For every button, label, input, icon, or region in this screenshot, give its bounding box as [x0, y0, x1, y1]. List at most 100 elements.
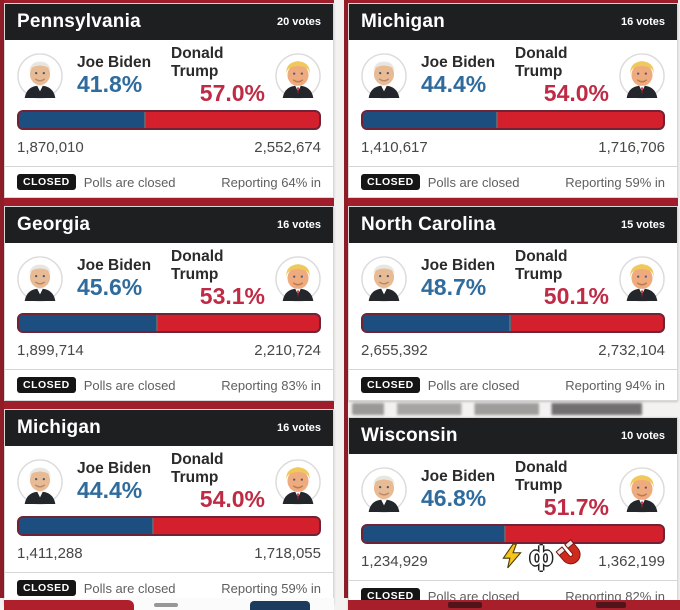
- trump-name: Donald Trump: [171, 451, 224, 487]
- biden-avatar: [361, 256, 407, 302]
- state-card-pennsylvania: Pennsylvania 20 votes Joe Biden 41.8% Do…: [4, 3, 334, 198]
- candidates-row: Joe Biden 45.6% Donald Trump 53.1%: [17, 248, 321, 309]
- clipped-red-bar: [4, 600, 134, 610]
- trump-percent: 54.0%: [199, 486, 265, 513]
- clipped-next-row: [4, 598, 334, 610]
- card-footer: CLOSED Polls are closed Reporting 94% in: [349, 369, 677, 400]
- clipped-navy-shape: [250, 601, 310, 610]
- electoral-votes: 16 votes: [276, 219, 321, 231]
- biden-name: Joe Biden: [421, 257, 496, 275]
- biden-avatar: [17, 256, 63, 302]
- electoral-votes: 20 votes: [276, 16, 321, 28]
- electoral-votes: 16 votes: [620, 16, 665, 28]
- candidates-row: Joe Biden 44.4% Donald Trump 54.0%: [361, 45, 665, 106]
- trump-percent: 50.1%: [543, 283, 609, 310]
- biden-avatar: [361, 467, 407, 513]
- biden-vote-count: 1,234,929: [361, 553, 428, 570]
- trump-percent: 51.7%: [543, 494, 609, 521]
- state-name: North Carolina: [361, 214, 496, 235]
- biden-name: Joe Biden: [77, 54, 152, 72]
- trump-vote-count: 1,716,706: [598, 139, 665, 156]
- compression-artifact-smudge: [352, 403, 674, 415]
- biden-name: Joe Biden: [421, 468, 496, 486]
- card-body: Joe Biden 48.7% Donald Trump 50.1% 2,655…: [349, 243, 677, 369]
- card-body: Joe Biden 44.4% Donald Trump 54.0% 1,410…: [349, 40, 677, 166]
- state-name: Georgia: [17, 214, 91, 235]
- trump-percent: 57.0%: [199, 80, 265, 107]
- results-bar: [361, 110, 665, 130]
- card-body: Joe Biden 45.6% Donald Trump 53.1% 1,899…: [5, 243, 333, 369]
- row-separator: [348, 198, 678, 206]
- biden-percent: 44.4%: [421, 71, 487, 98]
- biden-column: Joe Biden 41.8%: [77, 54, 171, 97]
- maroon-edge-strip: [0, 0, 4, 598]
- card-body: Joe Biden 41.8% Donald Trump 57.0% 1,870…: [5, 40, 333, 166]
- biden-name: Joe Biden: [421, 54, 496, 72]
- trump-avatar: [275, 256, 321, 302]
- closed-badge: CLOSED: [17, 174, 76, 190]
- results-bar: [361, 313, 665, 333]
- biden-bar-segment: [19, 315, 158, 331]
- biden-percent: 45.6%: [77, 274, 143, 301]
- vote-counts-row: 1,870,010 2,552,674: [17, 137, 321, 162]
- trump-vote-count: 1,718,055: [254, 545, 321, 562]
- state-name: Wisconsin: [361, 425, 458, 446]
- biden-vote-count: 1,411,288: [17, 545, 83, 562]
- polls-closed-text: Polls are closed: [427, 377, 520, 393]
- biden-vote-count: 1,870,010: [17, 139, 84, 156]
- vote-counts-row: 2,655,392 2,732,104: [361, 340, 665, 365]
- polls-closed-text: Polls are closed: [83, 580, 176, 596]
- clipped-text-fragment: [596, 602, 626, 608]
- vote-counts-row: 1,234,929 ф 1,362,199: [361, 551, 665, 576]
- candidates-row: Joe Biden 44.4% Donald Trump 54.0%: [17, 451, 321, 512]
- biden-avatar: [17, 459, 63, 505]
- card-header: North Carolina 15 votes: [349, 207, 677, 243]
- row-separator: [4, 198, 334, 206]
- biden-bar-segment: [363, 112, 499, 128]
- trump-avatar: [619, 53, 665, 99]
- trump-name: Donald Trump: [171, 248, 224, 284]
- vote-counts-row: 1,899,714 2,210,724: [17, 340, 321, 365]
- biden-column: Joe Biden 44.4%: [77, 460, 171, 503]
- card-footer: CLOSED Polls are closed Reporting 59% in: [5, 572, 333, 603]
- trump-vote-count: 2,210,724: [254, 342, 321, 359]
- vote-counts-row: 1,411,288 1,718,055: [17, 543, 321, 568]
- reporting-text: Reporting 64% in: [221, 174, 321, 190]
- card-header: Georgia 16 votes: [5, 207, 333, 243]
- biden-percent: 41.8%: [77, 71, 143, 98]
- trump-vote-count: 1,362,199: [598, 553, 665, 570]
- biden-bar-segment: [363, 315, 511, 331]
- trump-name: Donald Trump: [515, 459, 568, 495]
- biden-bar-segment: [363, 526, 506, 542]
- biden-name: Joe Biden: [77, 460, 152, 478]
- trump-column: Donald Trump 54.0%: [171, 451, 265, 512]
- closed-badge: CLOSED: [361, 377, 420, 393]
- biden-column: Joe Biden 44.4%: [421, 54, 515, 97]
- trump-name: Donald Trump: [171, 45, 224, 81]
- polls-closed-text: Polls are closed: [83, 377, 176, 393]
- trump-column: Donald Trump 51.7%: [515, 459, 609, 520]
- candidates-row: Joe Biden 41.8% Donald Trump 57.0%: [17, 45, 321, 107]
- maroon-edge-strip: [344, 0, 348, 598]
- biden-bar-segment: [19, 112, 146, 128]
- reporting-text: Reporting 82% in: [565, 588, 665, 604]
- trump-column: Donald Trump 54.0%: [515, 45, 609, 106]
- row-separator: [4, 401, 334, 409]
- results-column-left: Pennsylvania 20 votes Joe Biden 41.8% Do…: [4, 0, 334, 604]
- results-bar: [17, 516, 321, 536]
- biden-vote-count: 1,410,617: [361, 139, 428, 156]
- state-card-michigan-1: Michigan 16 votes Joe Biden 44.4% Donald…: [348, 3, 678, 198]
- closed-badge: CLOSED: [17, 377, 76, 393]
- trump-name: Donald Trump: [515, 45, 568, 81]
- top-accent-line: [348, 0, 678, 3]
- polls-closed-text: Polls are closed: [427, 588, 520, 604]
- electoral-votes: 15 votes: [620, 219, 665, 231]
- biden-name: Joe Biden: [77, 257, 152, 275]
- trump-percent: 54.0%: [543, 80, 609, 107]
- trump-column: Donald Trump 50.1%: [515, 248, 609, 309]
- biden-avatar: [17, 53, 63, 99]
- clipped-text-fragment: [154, 603, 178, 607]
- reporting-text: Reporting 59% in: [565, 174, 665, 190]
- channel-watermark: ф: [499, 539, 587, 573]
- reporting-text: Reporting 83% in: [221, 377, 321, 393]
